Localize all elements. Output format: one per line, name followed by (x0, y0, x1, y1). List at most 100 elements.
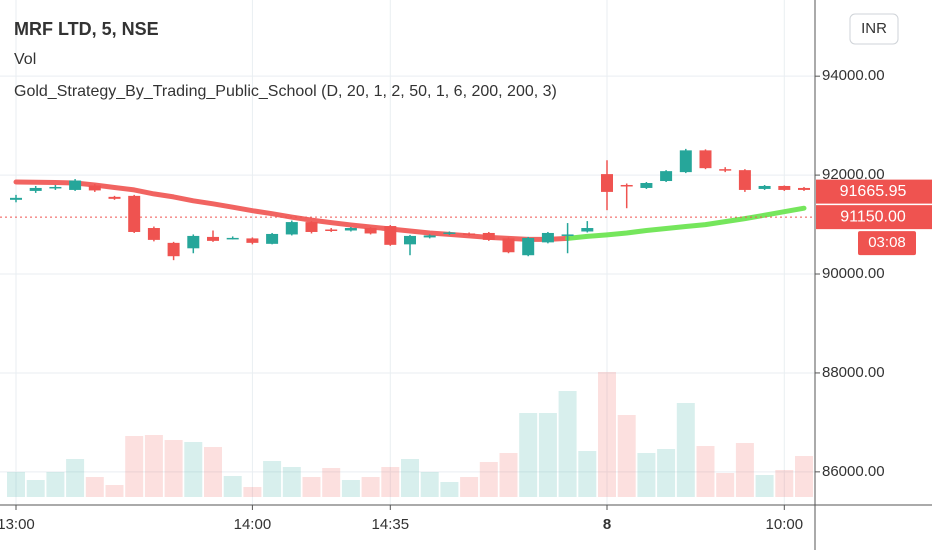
volume-bar (184, 442, 203, 497)
volume-bar (617, 415, 636, 497)
x-tick-label: 14:00 (234, 516, 272, 533)
candle-body (561, 234, 574, 236)
candle-body (601, 174, 613, 192)
candle-body (344, 228, 357, 231)
volume-bar (578, 451, 597, 497)
volume-bar (361, 477, 380, 497)
volume-bar (164, 440, 183, 497)
grid (0, 0, 815, 505)
candle-body (88, 185, 101, 191)
price-label: 91665.95 (840, 183, 907, 200)
candle-body (49, 186, 62, 189)
volume-bar (66, 459, 85, 497)
x-tick-label: 8 (603, 516, 611, 533)
volume-bar (282, 467, 301, 497)
volume-bar (204, 447, 222, 497)
volume-bar (302, 477, 321, 497)
labels: 91665.95 91150.00 03:08 (816, 179, 932, 256)
volume-bar (144, 435, 163, 497)
countdown-box (858, 231, 916, 256)
candle-body (522, 237, 535, 256)
legend-indicator: Gold_Strategy_By_Trading_Public_School (… (14, 83, 557, 100)
y-tick-label: 86000.00 (822, 463, 885, 480)
candle-body (108, 196, 121, 199)
volume-bar (85, 477, 104, 497)
candle-body (699, 150, 712, 169)
candle-body (443, 232, 456, 234)
candle-body (187, 235, 200, 249)
volume-bar (7, 472, 25, 497)
volume-bar (716, 473, 735, 497)
candle-body (325, 229, 338, 232)
candle-body (384, 226, 397, 245)
volume-bar (519, 413, 538, 497)
volume-bar (637, 453, 656, 497)
x-tick-label: 13:00 (0, 516, 35, 533)
volume-bar (46, 472, 65, 497)
candle-body (541, 232, 554, 243)
candle-body (10, 197, 22, 200)
candle-body (364, 228, 377, 234)
candle-body (758, 185, 771, 189)
candle-body (226, 237, 239, 240)
volume-pane (7, 372, 813, 497)
volume-bar (775, 470, 794, 497)
volume-bar (499, 453, 518, 497)
price-label-box (816, 179, 932, 204)
candle-body (29, 187, 42, 191)
volume-bar (401, 459, 419, 497)
x-tick-label: 14:35 (372, 516, 410, 533)
volume-bar (460, 477, 479, 497)
candle-body (482, 232, 495, 240)
candle-body (502, 238, 515, 253)
volume-bar (795, 456, 813, 497)
candle-body (660, 171, 673, 182)
currency-label[interactable]: INR (861, 20, 887, 37)
ma-line (565, 205, 807, 241)
candle-body (128, 195, 141, 232)
symbol-title: MRF LTD, 5, NSE (14, 19, 159, 39)
volume-bar (26, 480, 45, 497)
y-tick-label: 92000.00 (822, 166, 885, 183)
candle-body (147, 228, 160, 240)
candle-body (778, 185, 791, 190)
volume-bar (105, 485, 124, 497)
volume-bar (735, 443, 754, 497)
countdown-label: 03:08 (868, 234, 906, 251)
legend-volume: Vol (14, 51, 36, 68)
candle-body (679, 150, 692, 173)
candle-body (423, 235, 436, 238)
candle-body (404, 235, 416, 245)
candle-body (207, 236, 219, 241)
volume-bar (696, 446, 715, 497)
candle-body (581, 228, 594, 232)
candle-body (305, 222, 318, 232)
candle-body (719, 169, 732, 171)
volume-bar (479, 462, 498, 497)
volume-bar (223, 476, 242, 497)
candle-body (285, 222, 298, 235)
y-tick-label: 90000.00 (822, 265, 885, 282)
currency-button[interactable] (849, 13, 899, 45)
volume-bar (598, 372, 616, 497)
price-label: 91150.00 (840, 208, 906, 225)
y-tick-label: 88000.00 (822, 364, 885, 381)
candle-body (798, 187, 810, 190)
candle-body (463, 233, 476, 235)
candle-body (69, 180, 82, 190)
volume-bar (381, 467, 400, 497)
x-tick-label: 10:00 (766, 516, 804, 533)
volume-bar (125, 436, 144, 497)
candle-body (246, 238, 259, 243)
candles (10, 148, 810, 261)
volume-bar (341, 480, 360, 497)
volume-bar (755, 475, 774, 497)
volume-bar (657, 449, 676, 497)
candle-body (620, 184, 633, 187)
volume-bar (440, 482, 459, 497)
price-label-box (816, 205, 932, 230)
